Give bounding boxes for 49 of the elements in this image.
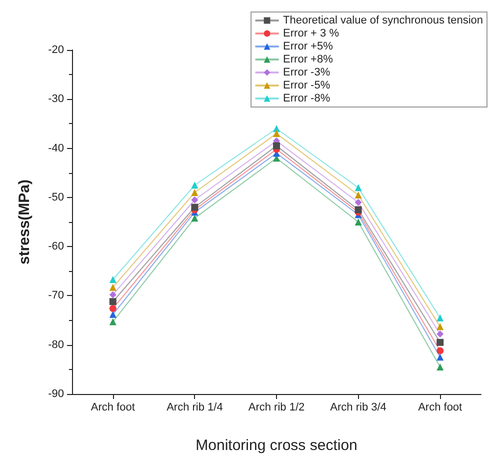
legend-label: Error -8% xyxy=(283,92,330,104)
point xyxy=(109,298,116,306)
point xyxy=(109,310,116,318)
x-tick-label: Arch foot xyxy=(418,402,462,414)
point xyxy=(191,196,198,204)
legend-label: Error + 3 % xyxy=(283,28,340,40)
legend-label: Error -3% xyxy=(283,66,330,78)
point xyxy=(354,198,362,206)
point xyxy=(191,214,198,222)
y-tick-label: -40 xyxy=(48,142,64,154)
legend-label: Theoretical value of synchronous tension xyxy=(283,14,484,26)
point xyxy=(109,276,116,283)
x-tick-label: Arch foot xyxy=(90,402,135,414)
point xyxy=(191,182,198,189)
point xyxy=(436,354,444,361)
y-tick-label: -90 xyxy=(48,388,64,400)
point xyxy=(354,191,362,198)
x-axis-title: Monitoring cross section xyxy=(196,437,358,454)
point xyxy=(436,338,444,346)
point xyxy=(436,314,444,322)
y-tick-label: -30 xyxy=(48,93,64,106)
legend-label: Error -5% xyxy=(283,80,330,92)
point xyxy=(436,347,444,354)
point xyxy=(109,318,116,326)
point xyxy=(191,204,198,211)
y-tick-label: -60 xyxy=(48,240,64,253)
point xyxy=(354,206,362,214)
point xyxy=(436,323,444,330)
point xyxy=(273,142,280,150)
point xyxy=(436,363,444,370)
point xyxy=(191,189,198,196)
legend-label: Error +8% xyxy=(283,54,334,66)
point xyxy=(109,284,116,291)
y-tick-label: -20 xyxy=(48,44,64,56)
x-tick-label: Arch rib 3/4 xyxy=(330,402,386,414)
point xyxy=(109,291,116,298)
legend-label: Error +5% xyxy=(283,40,334,52)
y-tick-label: -70 xyxy=(48,290,64,302)
y-tick-label: -80 xyxy=(48,338,64,351)
point xyxy=(273,130,280,138)
point xyxy=(436,330,444,338)
y-axis-title: stress(MPa) xyxy=(16,179,33,265)
x-tick-label: Arch rib 1/4 xyxy=(166,402,223,414)
point xyxy=(273,125,280,132)
point xyxy=(109,304,116,312)
point xyxy=(354,218,362,226)
y-tick-label: -50 xyxy=(48,191,64,204)
point xyxy=(354,184,362,192)
x-tick-label: Arch rib 1/2 xyxy=(248,402,305,414)
